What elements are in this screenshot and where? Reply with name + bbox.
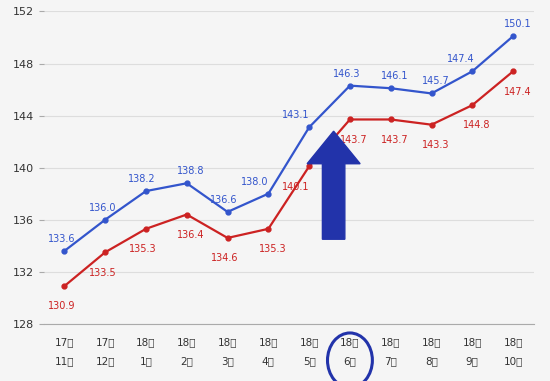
Text: 138.0: 138.0 (241, 177, 268, 187)
Text: 135.3: 135.3 (258, 244, 287, 254)
Text: 10月: 10月 (503, 356, 523, 367)
Text: 2月: 2月 (180, 356, 193, 367)
Text: 12月: 12月 (96, 356, 115, 367)
Text: 18年: 18年 (463, 337, 482, 347)
Text: 138.2: 138.2 (128, 174, 156, 184)
Text: 18年: 18年 (136, 337, 156, 347)
Text: 3月: 3月 (221, 356, 234, 367)
Text: 18年: 18年 (422, 337, 441, 347)
Text: 18年: 18年 (340, 337, 360, 347)
Text: 147.4: 147.4 (447, 54, 475, 64)
Text: 143.1: 143.1 (282, 110, 309, 120)
Text: 17年: 17年 (54, 337, 74, 347)
Text: 7月: 7月 (384, 356, 397, 367)
Text: 150.1: 150.1 (503, 19, 531, 29)
Text: 143.7: 143.7 (340, 135, 368, 145)
Text: 145.7: 145.7 (422, 77, 449, 86)
Text: 147.4: 147.4 (503, 86, 531, 97)
Text: 146.3: 146.3 (333, 69, 361, 79)
Text: 144.8: 144.8 (463, 120, 490, 130)
Text: 138.8: 138.8 (177, 166, 205, 176)
Text: 143.3: 143.3 (422, 140, 449, 150)
Text: 136.4: 136.4 (177, 230, 205, 240)
Text: 146.1: 146.1 (381, 71, 409, 81)
Text: 8月: 8月 (425, 356, 438, 367)
Text: 18年: 18年 (218, 337, 237, 347)
Text: 18年: 18年 (381, 337, 400, 347)
Text: 133.5: 133.5 (89, 267, 116, 277)
Text: 18年: 18年 (177, 337, 196, 347)
Text: 9月: 9月 (466, 356, 478, 367)
FancyArrow shape (307, 131, 360, 239)
Text: 11月: 11月 (54, 356, 74, 367)
Text: 140.1: 140.1 (282, 182, 309, 192)
Text: 135.3: 135.3 (129, 244, 157, 254)
Text: 136.0: 136.0 (89, 203, 116, 213)
Text: 134.6: 134.6 (211, 253, 239, 263)
Text: 133.6: 133.6 (48, 234, 75, 244)
Text: 18年: 18年 (258, 337, 278, 347)
Text: 18年: 18年 (503, 337, 523, 347)
Text: 130.9: 130.9 (48, 301, 75, 311)
Text: 6月: 6月 (344, 356, 356, 367)
Text: 143.7: 143.7 (381, 135, 409, 145)
Text: 18年: 18年 (299, 337, 319, 347)
Text: 136.6: 136.6 (210, 195, 237, 205)
Text: 5月: 5月 (302, 356, 316, 367)
Text: 17年: 17年 (96, 337, 115, 347)
Text: 4月: 4月 (262, 356, 275, 367)
Text: 1月: 1月 (140, 356, 152, 367)
